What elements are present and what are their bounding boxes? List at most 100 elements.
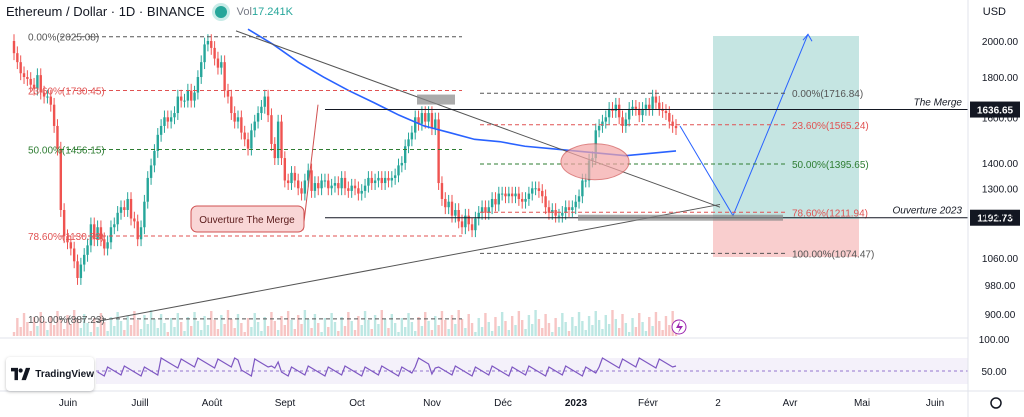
candle-body bbox=[42, 92, 46, 97]
time-axis-label: Juin bbox=[59, 398, 77, 409]
candle-body bbox=[417, 117, 420, 124]
volume-bar bbox=[581, 321, 584, 336]
candle-body bbox=[571, 207, 574, 210]
volume-bar bbox=[270, 312, 273, 336]
price-tick-label: 1600.00 bbox=[982, 113, 1019, 124]
candle-body bbox=[524, 198, 527, 202]
volume-bar bbox=[99, 313, 103, 336]
price-tick-label: 1800.00 bbox=[982, 73, 1019, 84]
volume-bar bbox=[477, 318, 480, 336]
candle-body bbox=[296, 180, 300, 189]
volume-bar bbox=[173, 327, 176, 336]
support-zone bbox=[578, 214, 783, 221]
candle-body bbox=[357, 188, 360, 194]
candle-body bbox=[190, 90, 193, 101]
volume-bar bbox=[430, 330, 434, 336]
price-tick-label: 1400.00 bbox=[982, 159, 1019, 170]
candle-body bbox=[574, 201, 577, 208]
volume-bar bbox=[504, 321, 507, 336]
volume-bar bbox=[624, 323, 628, 336]
candle-body bbox=[350, 185, 353, 191]
time-axis-label: Févr bbox=[638, 398, 659, 409]
volume-bar bbox=[410, 322, 414, 336]
candle-body bbox=[86, 245, 89, 255]
candle-body bbox=[273, 143, 276, 159]
volume-bar bbox=[658, 321, 661, 336]
volume-bar bbox=[96, 327, 99, 336]
candle-body bbox=[123, 207, 126, 210]
candle-body bbox=[597, 125, 601, 131]
candle-body bbox=[39, 75, 42, 93]
volume-bar bbox=[373, 315, 377, 336]
volume-bar bbox=[467, 314, 470, 336]
long-stop-zone bbox=[713, 219, 859, 257]
candle-body bbox=[99, 227, 103, 240]
volume-bar bbox=[400, 318, 404, 336]
volume-bar bbox=[49, 316, 52, 336]
volume-bar bbox=[52, 325, 56, 336]
candle-body bbox=[584, 180, 587, 182]
volume-bar bbox=[604, 315, 607, 336]
candle-body bbox=[149, 165, 153, 178]
candle-body bbox=[327, 180, 330, 189]
candle-body bbox=[109, 227, 113, 243]
candle-body bbox=[156, 134, 159, 151]
currency-label[interactable]: USD bbox=[982, 6, 1006, 18]
volume-bar bbox=[353, 330, 357, 336]
volume-bar bbox=[263, 317, 266, 336]
volume-bar bbox=[79, 328, 83, 336]
candle-body bbox=[430, 113, 434, 129]
candle-body bbox=[638, 108, 641, 116]
price-badge bbox=[970, 209, 1020, 226]
candle-body bbox=[510, 193, 514, 197]
volume-bar bbox=[250, 327, 253, 336]
time-axis-label: Nov bbox=[423, 398, 441, 409]
volume-bar bbox=[317, 323, 320, 336]
volume-bar bbox=[220, 315, 223, 336]
volume-bar bbox=[457, 310, 460, 336]
candle-body bbox=[119, 207, 123, 213]
annotation-box bbox=[190, 205, 305, 233]
volume-bar bbox=[551, 332, 554, 336]
volume-bar bbox=[230, 319, 233, 336]
candle-body bbox=[410, 132, 414, 140]
candle-body bbox=[216, 58, 220, 68]
candle-body bbox=[62, 209, 66, 237]
candle-body bbox=[531, 188, 534, 194]
volume-bar bbox=[527, 315, 531, 336]
volume-bar bbox=[256, 322, 260, 336]
volume-bar bbox=[460, 319, 464, 336]
candle-body bbox=[674, 125, 678, 129]
candle-body bbox=[330, 185, 333, 189]
candle-body bbox=[507, 193, 511, 197]
volume-bar bbox=[357, 316, 360, 336]
settings-gear-icon[interactable] bbox=[990, 397, 1002, 409]
volume-bar bbox=[210, 311, 213, 336]
volume-bar bbox=[213, 320, 216, 336]
volume-bar bbox=[12, 332, 16, 336]
candle-body bbox=[280, 121, 283, 159]
volume-bar bbox=[26, 322, 29, 336]
candle-body bbox=[250, 130, 253, 149]
volume-bar bbox=[638, 313, 641, 336]
volume-bar bbox=[514, 325, 517, 336]
candle-body bbox=[551, 209, 554, 213]
candle-body bbox=[173, 113, 176, 118]
volume-bar bbox=[176, 313, 180, 336]
candle-body bbox=[393, 175, 397, 178]
fib-left-label: 0.00%(2025.08) bbox=[28, 33, 99, 44]
candle-body bbox=[614, 104, 618, 111]
volume-bar bbox=[333, 322, 337, 336]
volume-bar bbox=[223, 324, 226, 336]
candle-body bbox=[621, 117, 624, 126]
volume-bar bbox=[139, 329, 143, 336]
candle-body bbox=[153, 150, 156, 166]
volume-bar bbox=[313, 314, 317, 336]
volume-bar bbox=[363, 311, 367, 336]
candle-body bbox=[139, 227, 143, 240]
volume-bar bbox=[273, 321, 276, 336]
volume-bar bbox=[537, 319, 541, 336]
candle-body bbox=[317, 183, 320, 189]
candle-body bbox=[377, 177, 380, 181]
